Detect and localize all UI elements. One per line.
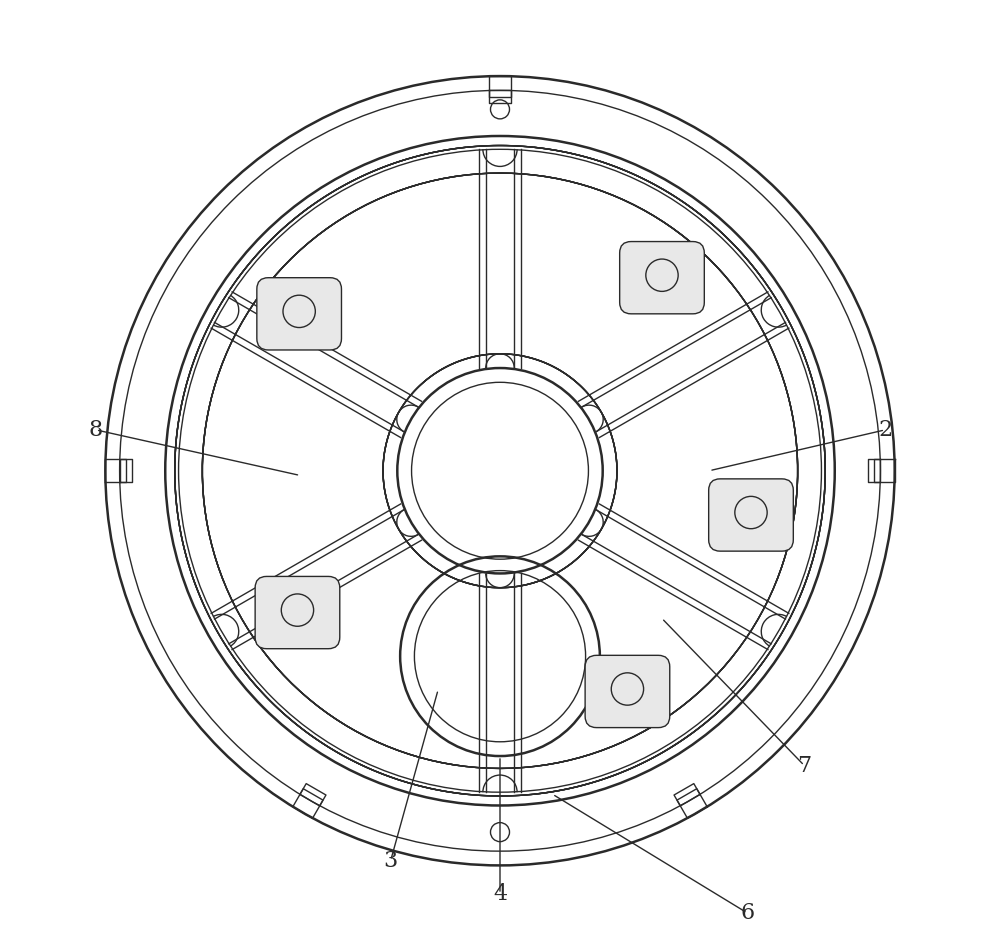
FancyBboxPatch shape <box>620 242 704 314</box>
FancyBboxPatch shape <box>257 278 341 350</box>
Text: 6: 6 <box>740 902 754 924</box>
Text: 8: 8 <box>89 418 103 441</box>
FancyBboxPatch shape <box>585 655 670 728</box>
FancyBboxPatch shape <box>255 576 340 649</box>
Text: 2: 2 <box>878 418 892 441</box>
Text: 7: 7 <box>797 754 811 777</box>
Text: 3: 3 <box>384 849 398 872</box>
Text: 4: 4 <box>493 883 507 905</box>
FancyBboxPatch shape <box>709 479 793 552</box>
